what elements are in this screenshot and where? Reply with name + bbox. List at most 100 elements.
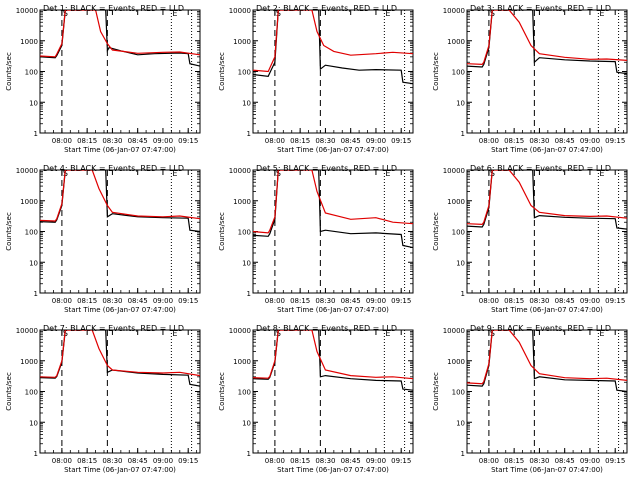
end-marker-label: E <box>385 329 390 338</box>
series-line-lld <box>467 170 627 226</box>
detector-panel-6: 1 10 100 1000 10000 08:00 08:15 08:30 08:45 09:00… <box>427 160 640 320</box>
end-marker-label: E <box>599 329 604 338</box>
end-marker-label: E <box>172 169 177 178</box>
x-tick-label: 08:30 <box>315 137 335 145</box>
x-axis-label: Start Time (06-Jan-07 07:47:00) <box>64 306 176 314</box>
y-axis-label: Counts/sec <box>218 372 226 411</box>
x-tick-label: 09:15 <box>178 137 198 145</box>
detector-panel-4: 1 10 100 1000 10000 08:00 08:15 08:30 08:45 09:00… <box>0 160 213 320</box>
x-tick-label: 08:00 <box>52 137 72 145</box>
series-line-lld <box>40 170 200 222</box>
x-tick-label: 09:15 <box>178 297 198 305</box>
x-tick-label: 08:45 <box>341 137 361 145</box>
y-tick-label: 10 <box>456 419 465 427</box>
end-marker-label: E <box>599 9 604 18</box>
plot-frame <box>252 329 414 454</box>
x-tick-label: 08:15 <box>290 137 310 145</box>
y-tick-label: 10000 <box>16 7 38 15</box>
chart-title: Det 2: BLACK = Events, RED = LLD <box>256 4 397 13</box>
x-tick-label: 08:30 <box>102 137 122 145</box>
x-tick-label: 08:30 <box>102 457 122 465</box>
series-line-lld <box>253 330 413 380</box>
x-axis-label: Start Time (06-Jan-07 07:47:00) <box>491 146 603 154</box>
y-axis-label: Counts/sec <box>5 372 13 411</box>
y-tick-label: 10 <box>242 99 251 107</box>
chart-svg: 1 10 100 1000 10000 08:00 08:15 08:30 08:45 09:00… <box>432 324 628 474</box>
x-tick-label: 09:15 <box>391 137 411 145</box>
y-tick-label: 100 <box>452 389 465 397</box>
x-tick-label: 09:15 <box>391 297 411 305</box>
x-tick-label: 08:30 <box>529 137 549 145</box>
y-tick-label: 100 <box>25 389 38 397</box>
y-tick-label: 1000 <box>233 358 251 366</box>
y-tick-label: 1000 <box>447 198 465 206</box>
x-tick-label: 09:15 <box>605 457 625 465</box>
x-tick-label: 08:15 <box>77 297 97 305</box>
y-tick-label: 10000 <box>229 327 251 335</box>
series-line-lld <box>40 330 200 378</box>
plot-frame <box>39 329 201 454</box>
y-tick-label: 1000 <box>233 198 251 206</box>
x-tick-label: 09:00 <box>153 297 173 305</box>
end-marker-label: E <box>599 169 604 178</box>
y-tick-label: 10000 <box>16 327 38 335</box>
chart-title: Det 3: BLACK = Events, RED = LLD <box>470 4 611 13</box>
x-tick-label: 09:00 <box>366 137 386 145</box>
x-tick-label: 09:15 <box>178 457 198 465</box>
x-tick-label: 08:15 <box>77 137 97 145</box>
y-tick-label: 10 <box>456 259 465 267</box>
y-tick-label: 100 <box>25 229 38 237</box>
x-tick-label: 09:00 <box>580 297 600 305</box>
y-tick-label: 1000 <box>20 38 38 46</box>
x-tick-label: 08:30 <box>315 297 335 305</box>
x-tick-label: 08:30 <box>102 297 122 305</box>
detector-panel-3: 1 10 100 1000 10000 08:00 08:15 08:30 08:45 09:00… <box>427 0 640 160</box>
detector-panel-5: 1 10 100 1000 10000 08:00 08:15 08:30 08:45 09:00… <box>213 160 426 320</box>
y-tick-label: 1 <box>247 450 251 458</box>
y-axis-label: Counts/sec <box>218 52 226 91</box>
series-line-events <box>467 330 627 393</box>
x-tick-label: 09:00 <box>366 457 386 465</box>
x-tick-label: 08:00 <box>265 137 285 145</box>
x-tick-label: 08:45 <box>128 297 148 305</box>
chart-svg: 1 10 100 1000 10000 08:00 08:15 08:30 08:45 09:00… <box>5 4 201 154</box>
x-tick-label: 08:00 <box>52 457 72 465</box>
y-tick-label: 10000 <box>443 167 465 175</box>
chart-title: Det 1: BLACK = Events, RED = LLD <box>43 4 184 13</box>
x-tick-label: 09:00 <box>580 457 600 465</box>
y-tick-label: 1 <box>34 130 38 138</box>
detector-panel-9: 1 10 100 1000 10000 08:00 08:15 08:30 08:45 09:00… <box>427 320 640 480</box>
end-marker-label: E <box>172 329 177 338</box>
x-axis-label: Start Time (06-Jan-07 07:47:00) <box>64 146 176 154</box>
x-axis-label: Start Time (06-Jan-07 07:47:00) <box>277 466 389 474</box>
series-line-lld <box>253 170 413 234</box>
y-tick-label: 1000 <box>20 198 38 206</box>
chart-title: Det 9: BLACK = Events, RED = LLD <box>470 324 611 333</box>
y-tick-label: 1 <box>34 290 38 298</box>
series-line-events <box>253 170 413 249</box>
chart-svg: 1 10 100 1000 10000 08:00 08:15 08:30 08:45 09:00… <box>432 164 628 314</box>
y-tick-label: 10000 <box>229 7 251 15</box>
series-line-lld <box>40 10 200 58</box>
x-axis-label: Start Time (06-Jan-07 07:47:00) <box>277 306 389 314</box>
y-tick-label: 10000 <box>443 7 465 15</box>
y-tick-label: 100 <box>238 229 251 237</box>
x-axis-label: Start Time (06-Jan-07 07:47:00) <box>491 466 603 474</box>
x-tick-label: 08:15 <box>290 297 310 305</box>
x-tick-label: 08:15 <box>504 457 524 465</box>
y-tick-label: 1 <box>461 450 465 458</box>
y-tick-label: 100 <box>452 229 465 237</box>
y-tick-label: 10 <box>29 419 38 427</box>
y-tick-label: 10000 <box>229 167 251 175</box>
x-tick-label: 09:00 <box>580 137 600 145</box>
y-tick-label: 100 <box>238 389 251 397</box>
detector-panel-2: 1 10 100 1000 10000 08:00 08:15 08:30 08:45 09:00… <box>213 0 426 160</box>
chart-title: Det 4: BLACK = Events, RED = LLD <box>43 164 184 173</box>
y-axis-label: Counts/sec <box>432 212 440 251</box>
x-tick-label: 08:45 <box>555 137 575 145</box>
y-axis-label: Counts/sec <box>218 212 226 251</box>
y-tick-label: 100 <box>238 69 251 77</box>
x-tick-label: 08:30 <box>529 297 549 305</box>
x-tick-label: 08:00 <box>52 297 72 305</box>
